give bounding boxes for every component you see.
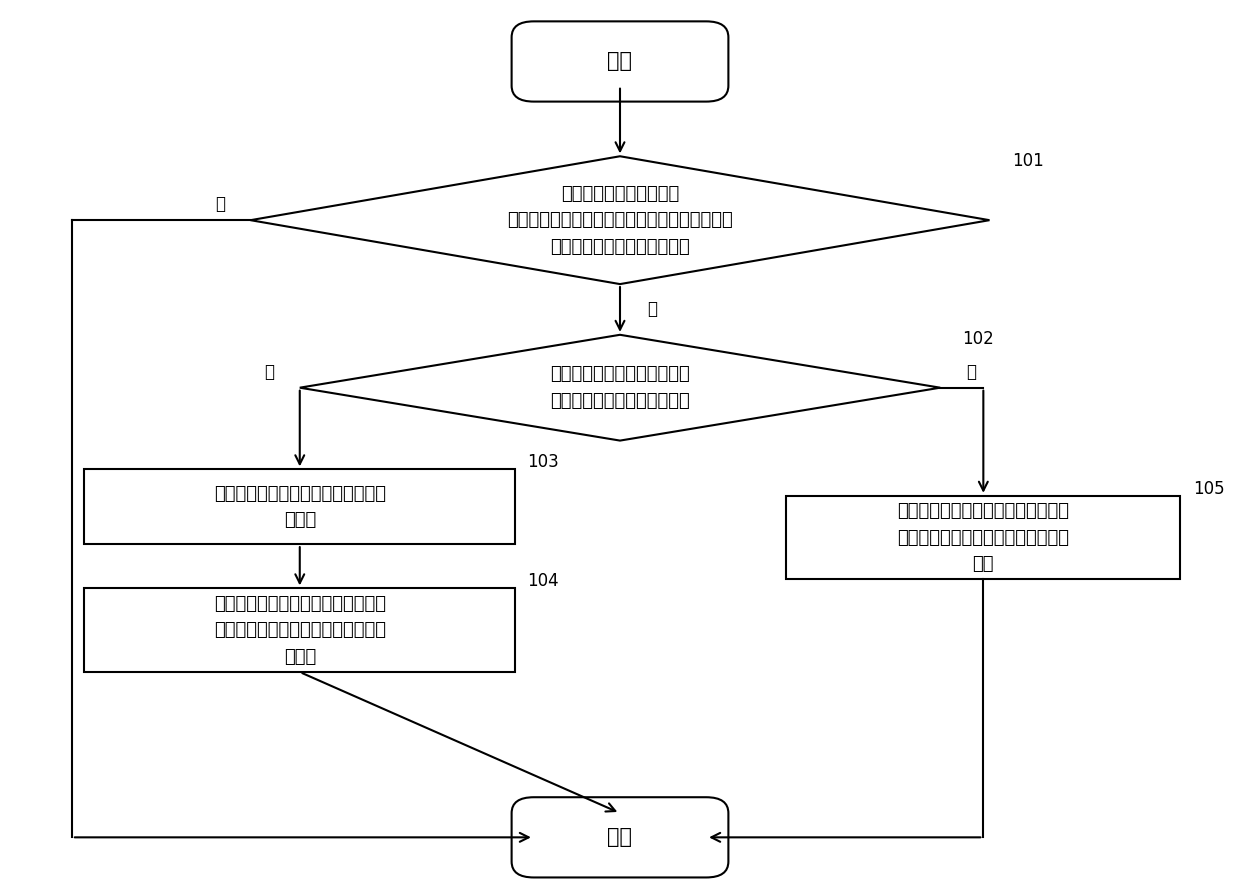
Text: 开始: 开始 xyxy=(608,52,632,71)
Text: 101: 101 xyxy=(1012,151,1043,170)
Text: 车辆控制系统控制目标车辆按照行驶
期望轨迹行驶，以使目标车辆避让后
来车辆: 车辆控制系统控制目标车辆按照行驶 期望轨迹行驶，以使目标车辆避让后 来车辆 xyxy=(213,595,386,666)
Text: 104: 104 xyxy=(528,572,559,590)
Text: 103: 103 xyxy=(528,453,559,471)
Text: 当探测到目标车辆的后方
存在后来车辆时，车辆控制系统判断该后来车辆
与目标车辆是否存在碰撞风险: 当探测到目标车辆的后方 存在后来车辆时，车辆控制系统判断该后来车辆 与目标车辆是… xyxy=(507,185,733,255)
Text: 105: 105 xyxy=(1193,480,1224,498)
Text: 车辆控制系统判断目标车辆的
相邻区域是否具备可行驶条件: 车辆控制系统判断目标车辆的 相邻区域是否具备可行驶条件 xyxy=(551,366,689,410)
Bar xyxy=(84,469,516,544)
Text: 结束: 结束 xyxy=(608,828,632,847)
Bar xyxy=(84,588,516,672)
Bar xyxy=(786,496,1180,579)
FancyBboxPatch shape xyxy=(512,797,728,878)
Polygon shape xyxy=(250,157,990,284)
Text: 102: 102 xyxy=(962,330,994,348)
Text: 是: 是 xyxy=(264,363,274,381)
Polygon shape xyxy=(300,335,940,441)
Text: 是: 是 xyxy=(647,301,657,319)
FancyBboxPatch shape xyxy=(512,21,728,101)
Text: 否: 否 xyxy=(966,363,976,381)
Text: 车辆控制系统规划目标车辆的行驶期
望轨迹: 车辆控制系统规划目标车辆的行驶期 望轨迹 xyxy=(213,484,386,529)
Text: 车辆控制系统调整目标车辆的车身姿
态，以使目标车辆相对后来车辆摇正
车身: 车辆控制系统调整目标车辆的车身姿 态，以使目标车辆相对后来车辆摇正 车身 xyxy=(898,502,1069,573)
Text: 否: 否 xyxy=(215,195,224,214)
